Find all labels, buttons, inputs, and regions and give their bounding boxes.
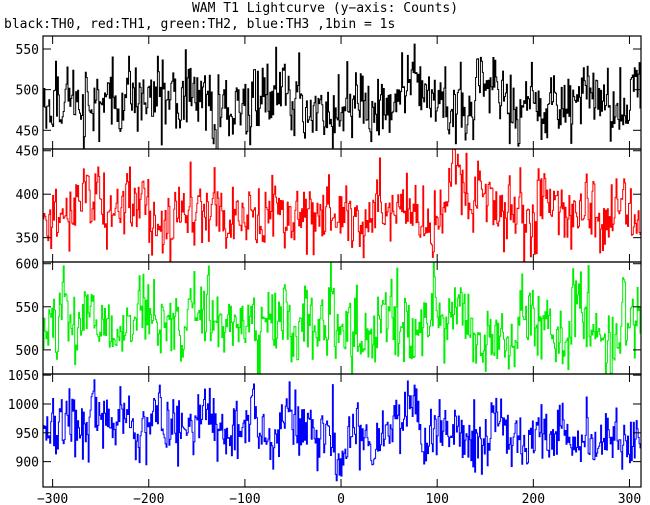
labels-layer: 4505005503504004505005506009009501000105… bbox=[8, 43, 642, 505]
x-tick-label: 200 bbox=[522, 492, 545, 505]
y-tick-label: 900 bbox=[16, 456, 39, 471]
y-tick-label: 500 bbox=[16, 344, 39, 359]
y-tick-label: 350 bbox=[16, 232, 39, 247]
y-tick-label: 400 bbox=[16, 188, 39, 203]
y-tick-label: 1050 bbox=[8, 369, 39, 384]
y-tick-label: 450 bbox=[16, 145, 39, 160]
chart-title: WAM T1 Lightcurve (y−axis: Counts) bbox=[191, 1, 459, 16]
panel-frame-th3 bbox=[42, 373, 642, 488]
y-tick-label: 950 bbox=[16, 427, 39, 442]
series-line-th1 bbox=[43, 148, 641, 263]
y-tick-label: 450 bbox=[16, 124, 39, 139]
chart-subtitle: black:TH0, red:TH1, green:TH2, blue:TH3 … bbox=[4, 17, 396, 32]
series-line-th3 bbox=[43, 379, 641, 482]
x-tick-label: 0 bbox=[337, 492, 345, 505]
y-tick-label: 550 bbox=[16, 301, 39, 316]
series-line-th2 bbox=[43, 261, 641, 375]
y-tick-label: 600 bbox=[16, 258, 39, 273]
axes-layer bbox=[42, 35, 642, 488]
x-tick-label: −100 bbox=[229, 492, 260, 505]
y-tick-label: 500 bbox=[16, 84, 39, 99]
y-tick-label: 1000 bbox=[8, 398, 39, 413]
series-line-th0 bbox=[43, 43, 641, 150]
series-layer bbox=[43, 43, 641, 482]
x-tick-label: 100 bbox=[425, 492, 448, 505]
panel-frame-th2 bbox=[42, 261, 642, 375]
x-tick-label: 300 bbox=[618, 492, 641, 505]
y-tick-label: 550 bbox=[16, 43, 39, 58]
x-tick-label: −200 bbox=[133, 492, 164, 505]
x-tick-label: −300 bbox=[37, 492, 68, 505]
